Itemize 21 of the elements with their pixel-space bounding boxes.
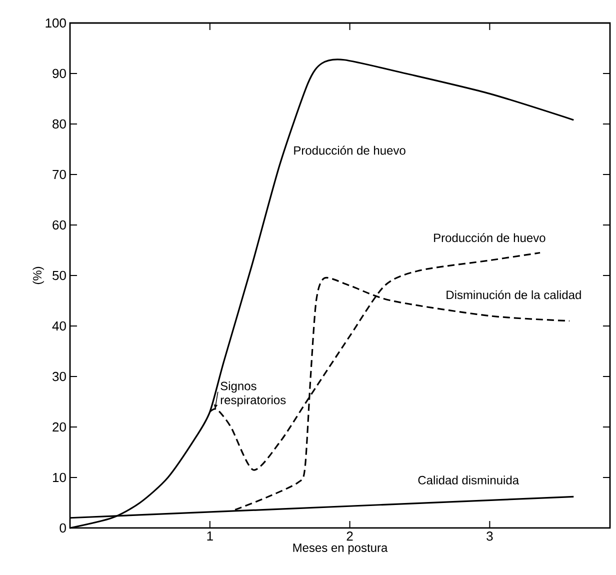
series-label: Producción de huevo: [434, 233, 546, 242]
y-tick-label: 70: [52, 170, 66, 180]
y-tick-label: 10: [53, 472, 66, 482]
x-tick-label: 3: [486, 532, 493, 541]
y-tick-label: 80: [52, 119, 66, 129]
y-tick-label: 40: [52, 321, 66, 331]
series-label: Producción de huevo: [294, 146, 406, 155]
y-tick-label: 30: [52, 372, 66, 382]
y-tick-label: 100: [46, 18, 66, 28]
y-tick-label: 50: [52, 270, 66, 280]
y-axis-title: (%): [32, 266, 44, 284]
series-label: Calidad disminuida: [418, 476, 520, 484]
x-tick-label: 1: [207, 532, 213, 540]
x-axis-title: Meses en postura: [293, 544, 388, 554]
y-tick-label: 90: [52, 68, 66, 78]
series-label: Disminución de la calidad: [446, 290, 581, 300]
annotation: Signos respiratorios: [220, 381, 286, 407]
x-tick-label: 2: [346, 532, 353, 541]
y-tick-label: 60: [52, 220, 66, 230]
y-tick-label: 0: [60, 523, 66, 533]
y-tick-label: 20: [52, 422, 66, 432]
